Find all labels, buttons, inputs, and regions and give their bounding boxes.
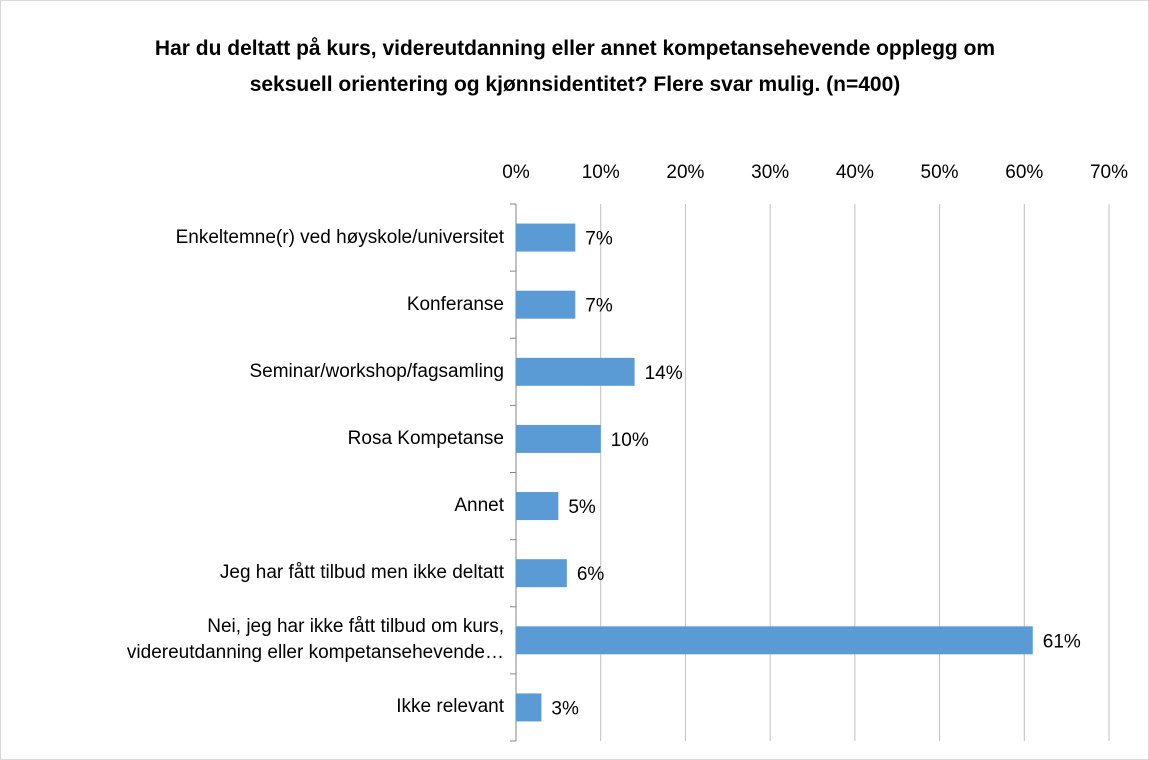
data-label: 5% — [568, 497, 596, 518]
data-label: 14% — [645, 363, 683, 384]
x-tick-label: 0% — [502, 162, 530, 183]
data-label: 3% — [551, 698, 579, 719]
bar — [516, 424, 601, 453]
x-tick-label: 20% — [666, 162, 704, 183]
x-tick-label: 30% — [751, 162, 789, 183]
y-tick-label: Enkeltemne(r) ved høyskole/universitet — [175, 226, 504, 248]
x-tick-label: 70% — [1090, 162, 1128, 183]
y-tick-label: Seminar/workshop/fagsamling — [249, 360, 504, 382]
data-label: 10% — [611, 430, 649, 451]
data-label: 6% — [577, 564, 605, 585]
bar — [516, 357, 635, 386]
y-tick-label: Annet — [454, 495, 504, 517]
x-tick-label: 60% — [1005, 162, 1043, 183]
chart-title: Har du deltatt på kurs, videreutdanning … — [154, 37, 996, 96]
y-tick-label: Nei, jeg har ikke fått tilbud om kurs, v… — [126, 616, 504, 664]
x-tick-label: 50% — [921, 162, 959, 183]
x-tick-label: 40% — [836, 162, 874, 183]
y-tick-label: Rosa Kompetanse — [347, 427, 504, 449]
bar — [516, 559, 567, 588]
data-label: 7% — [585, 229, 613, 250]
bar — [516, 290, 576, 319]
y-tick-label: Jeg har fått tilbud men ikke deltatt — [219, 562, 504, 584]
bar — [516, 492, 559, 521]
data-label: 61% — [1043, 631, 1081, 652]
data-label: 7% — [585, 296, 613, 317]
x-tick-label: 10% — [582, 162, 620, 183]
bar — [516, 223, 576, 252]
bar — [516, 693, 542, 722]
y-tick-label: Konferanse — [406, 293, 504, 315]
y-tick-label: Ikke relevant — [396, 696, 504, 718]
bar — [516, 626, 1033, 655]
